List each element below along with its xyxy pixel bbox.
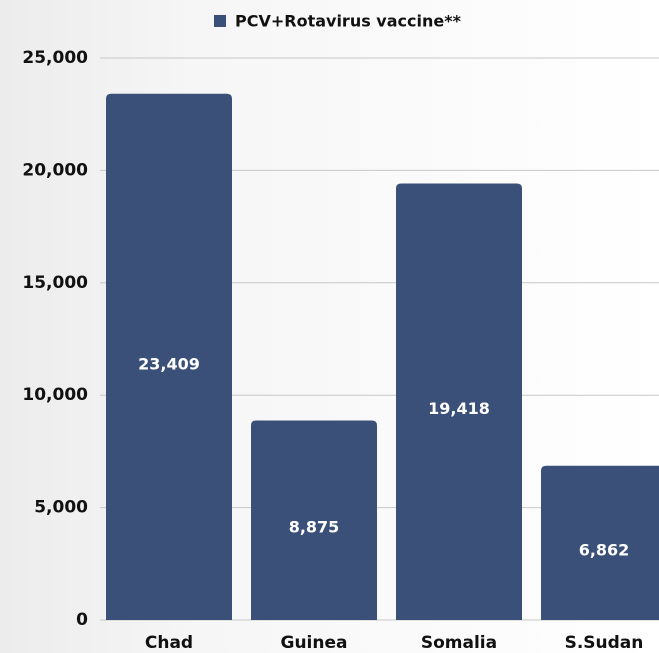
x-tick-label: Guinea: [281, 633, 348, 653]
legend-label: PCV+Rotavirus vaccine**: [235, 12, 462, 31]
value-label: 8,875: [289, 518, 340, 537]
value-label: 6,862: [579, 540, 630, 559]
y-tick-label: 15,000: [22, 273, 88, 293]
y-tick-label: 5,000: [34, 498, 88, 518]
legend-swatch: [214, 15, 226, 27]
value-label: 23,409: [138, 354, 200, 373]
x-tick-label: Chad: [145, 633, 193, 653]
x-tick-label: S.Sudan: [565, 633, 644, 653]
y-tick-label: 0: [76, 610, 88, 630]
y-tick-label: 10,000: [22, 385, 88, 405]
bar: [541, 465, 659, 620]
x-tick-label: Somalia: [421, 633, 497, 653]
bar: [106, 93, 232, 620]
bar: [396, 183, 522, 621]
y-tick-label: 20,000: [22, 160, 88, 180]
y-tick-label: 25,000: [22, 48, 88, 68]
value-label: 19,418: [428, 399, 490, 418]
bar: [251, 420, 377, 620]
